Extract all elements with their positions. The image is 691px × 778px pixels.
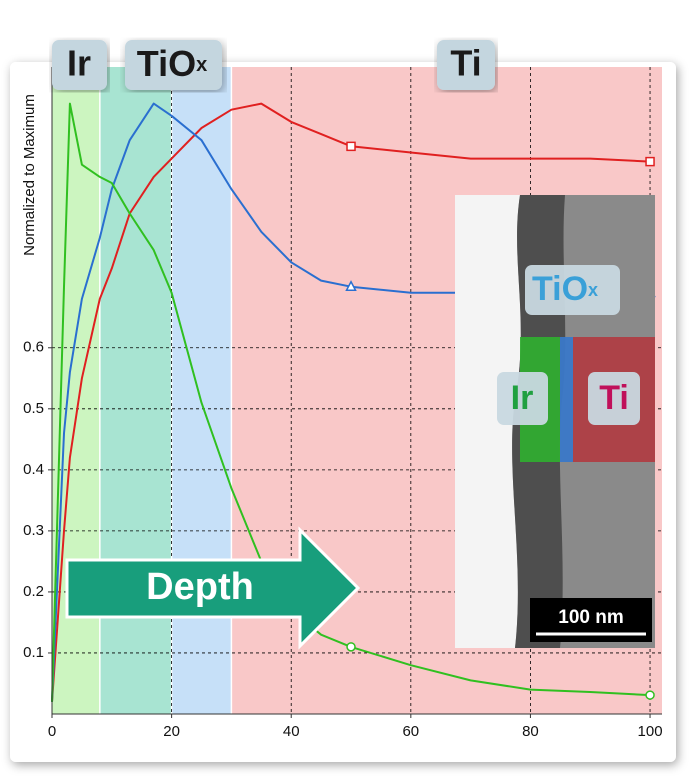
inset-label: Ir <box>511 379 534 417</box>
inset-label-main: TiO <box>532 270 588 308</box>
inset: TiOx Ir Ti 100 nm <box>455 195 655 648</box>
inset-bright <box>455 195 521 648</box>
y-tick-label: 0.1 <box>23 644 44 661</box>
x-tick-label: 0 <box>48 723 56 740</box>
region-label-box <box>52 40 107 90</box>
y-tick-label: 0.3 <box>23 522 44 539</box>
inset-label: TiOx <box>532 270 598 308</box>
y-tick-label: 0.6 <box>23 339 44 356</box>
inset-label-box <box>497 372 548 425</box>
marker <box>645 690 655 700</box>
y-tick-label: 0.5 <box>23 400 44 417</box>
inset-label: Ti <box>599 379 629 417</box>
x-tick-label: 20 <box>163 723 180 740</box>
y-tick-label: 0.2 <box>23 583 44 600</box>
marker <box>346 141 356 152</box>
x-tick-label: 40 <box>283 723 300 740</box>
inset-label-box <box>525 265 620 315</box>
series-line <box>51 102 651 702</box>
depth-arrow <box>65 526 361 650</box>
region-label: Ir <box>67 43 91 84</box>
region-label: Ti <box>450 43 481 84</box>
inset-label-sub: x <box>588 280 598 300</box>
marker <box>645 156 655 167</box>
y-axis-label: Normalized to Maximum <box>21 94 38 256</box>
x-tick-label: 80 <box>522 723 539 740</box>
y-tick-label: 0.4 <box>23 461 44 478</box>
series-line <box>51 102 651 702</box>
marker <box>346 642 356 652</box>
region-label-sub: x <box>196 54 207 76</box>
region-label: TiOx <box>137 43 207 84</box>
marker <box>345 280 357 291</box>
region-label-main: TiO <box>137 43 196 84</box>
depth-label: Depth <box>146 566 254 608</box>
x-tick-label: 60 <box>402 723 419 740</box>
scale-bar-label: 100 nm <box>558 607 623 628</box>
inset-tiox <box>560 337 573 462</box>
region-label-box <box>437 40 495 90</box>
inset-label-box <box>588 372 640 425</box>
region-label-box <box>125 40 222 90</box>
x-tick-label: 100 <box>638 723 663 740</box>
